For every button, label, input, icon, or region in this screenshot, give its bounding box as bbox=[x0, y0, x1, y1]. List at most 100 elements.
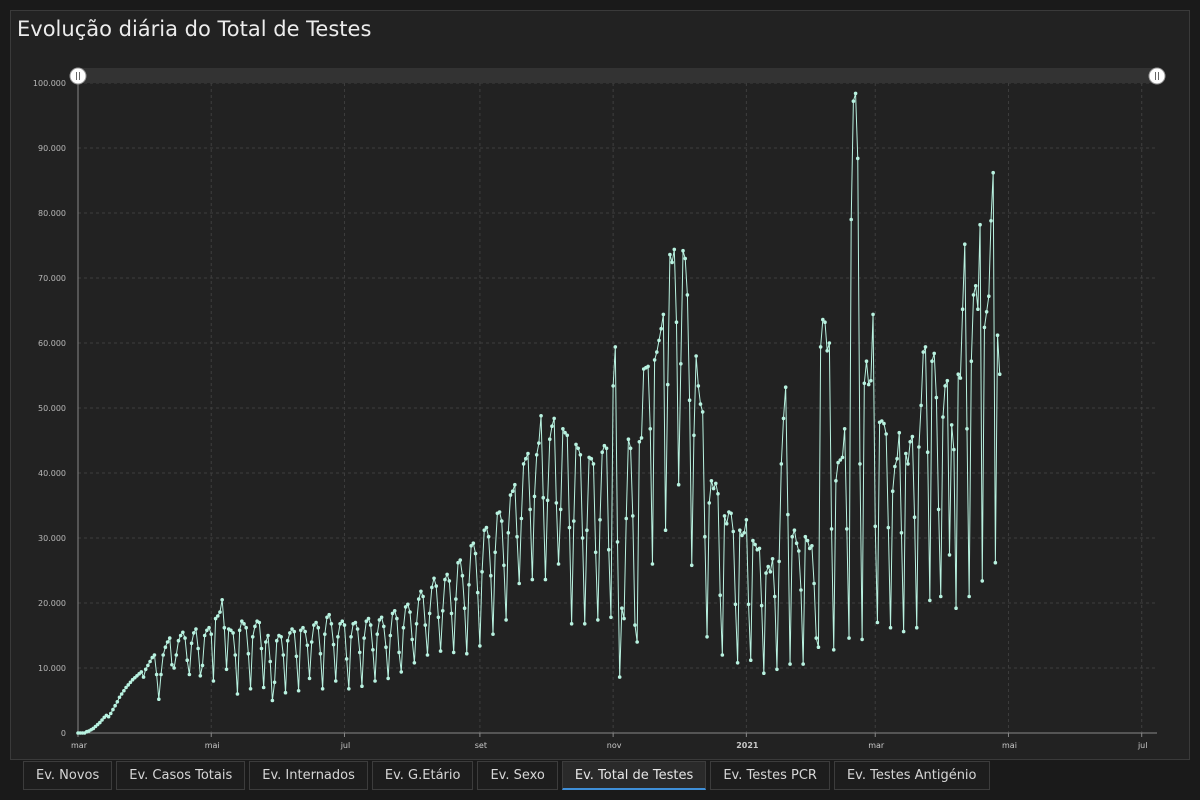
range-slider-right-handle[interactable] bbox=[1148, 67, 1166, 85]
chart-panel: Evolução diária do Total de Testes bbox=[10, 10, 1190, 760]
data-point bbox=[781, 416, 786, 421]
data-point bbox=[620, 606, 624, 610]
data-point bbox=[899, 531, 904, 535]
data-point bbox=[301, 625, 305, 630]
tab-ev-internados[interactable]: Ev. Internados bbox=[249, 761, 368, 790]
data-point bbox=[772, 594, 777, 599]
tab-ev-g-etário[interactable]: Ev. G.Etário bbox=[371, 761, 474, 790]
data-point bbox=[303, 629, 307, 634]
data-point bbox=[779, 462, 784, 466]
handle-knob[interactable] bbox=[1148, 67, 1166, 85]
data-point bbox=[323, 632, 327, 636]
data-point bbox=[368, 623, 373, 627]
data-point bbox=[499, 519, 504, 523]
data-point bbox=[266, 633, 270, 638]
data-point bbox=[270, 698, 275, 703]
data-point bbox=[464, 651, 469, 656]
data-point bbox=[344, 657, 349, 661]
data-point bbox=[674, 320, 679, 325]
data-point bbox=[373, 679, 377, 683]
data-point bbox=[901, 629, 906, 634]
data-point bbox=[307, 676, 312, 681]
data-point bbox=[469, 544, 473, 548]
data-point bbox=[126, 683, 131, 687]
x-tick-label: 2021 bbox=[736, 741, 759, 750]
data-point bbox=[187, 672, 192, 677]
data-point bbox=[207, 625, 211, 630]
data-point bbox=[519, 516, 524, 521]
data-point bbox=[593, 550, 598, 555]
data-point bbox=[801, 662, 805, 666]
data-point bbox=[115, 700, 120, 704]
data-point bbox=[792, 528, 797, 532]
data-point bbox=[550, 424, 554, 429]
data-point bbox=[790, 534, 795, 539]
data-point bbox=[355, 627, 360, 631]
data-point bbox=[327, 612, 331, 617]
data-point bbox=[513, 482, 517, 487]
data-point bbox=[388, 633, 393, 638]
tab-ev-total-de-testes[interactable]: Ev. Total de Testes bbox=[561, 761, 707, 790]
data-point bbox=[938, 594, 943, 599]
data-point bbox=[838, 458, 843, 462]
data-point bbox=[705, 635, 709, 639]
data-point bbox=[456, 560, 460, 565]
data-point bbox=[683, 256, 688, 261]
data-point bbox=[486, 534, 491, 539]
data-point bbox=[855, 156, 860, 161]
data-point bbox=[318, 651, 323, 656]
data-point bbox=[528, 507, 532, 512]
data-point bbox=[976, 307, 980, 312]
data-point bbox=[606, 547, 611, 552]
data-point bbox=[366, 616, 371, 621]
data-point bbox=[733, 602, 738, 607]
data-point bbox=[272, 680, 277, 685]
data-point bbox=[379, 615, 384, 620]
data-point bbox=[283, 690, 288, 695]
y-tick-label: 20.000 bbox=[38, 599, 66, 608]
data-point bbox=[818, 345, 823, 349]
data-point bbox=[161, 653, 165, 657]
data-point bbox=[853, 91, 858, 96]
tab-ev-novos[interactable]: Ev. Novos bbox=[23, 761, 113, 790]
data-point bbox=[829, 527, 834, 531]
data-point bbox=[687, 398, 692, 403]
data-point bbox=[807, 546, 812, 551]
tab-ev-testes-pcr[interactable]: Ev. Testes PCR bbox=[710, 761, 830, 790]
x-tick-label: mai bbox=[205, 741, 220, 750]
data-point bbox=[381, 624, 386, 629]
data-point bbox=[515, 534, 519, 539]
handle-knob[interactable] bbox=[69, 67, 87, 85]
data-point bbox=[934, 395, 939, 400]
data-point bbox=[858, 462, 862, 466]
data-point bbox=[240, 619, 244, 623]
data-point bbox=[360, 684, 364, 688]
data-point bbox=[384, 645, 388, 649]
data-point bbox=[659, 326, 663, 331]
data-point bbox=[438, 649, 443, 653]
tab-ev-testes-antigénio[interactable]: Ev. Testes Antigénio bbox=[833, 761, 990, 790]
tab-ev-casos-totais[interactable]: Ev. Casos Totais bbox=[116, 761, 246, 790]
range-slider-left-handle[interactable] bbox=[69, 67, 87, 85]
data-point bbox=[967, 594, 971, 599]
data-point bbox=[506, 531, 511, 535]
data-point bbox=[292, 629, 297, 634]
data-point bbox=[539, 414, 543, 418]
data-point bbox=[545, 498, 550, 503]
data-point bbox=[731, 529, 736, 534]
data-point bbox=[480, 570, 484, 574]
range-slider-track[interactable] bbox=[78, 68, 1157, 83]
data-point bbox=[692, 433, 696, 438]
data-point bbox=[185, 658, 190, 662]
tab-ev-sexo[interactable]: Ev. Sexo bbox=[477, 761, 558, 790]
data-point bbox=[993, 560, 998, 565]
data-point bbox=[805, 538, 810, 543]
data-point bbox=[574, 442, 578, 447]
x-tick-label: jul bbox=[1137, 741, 1148, 750]
data-point bbox=[919, 403, 923, 408]
data-point bbox=[700, 410, 705, 414]
data-point bbox=[430, 585, 434, 590]
data-point bbox=[440, 609, 445, 613]
data-point bbox=[111, 707, 115, 712]
data-point bbox=[371, 648, 375, 652]
